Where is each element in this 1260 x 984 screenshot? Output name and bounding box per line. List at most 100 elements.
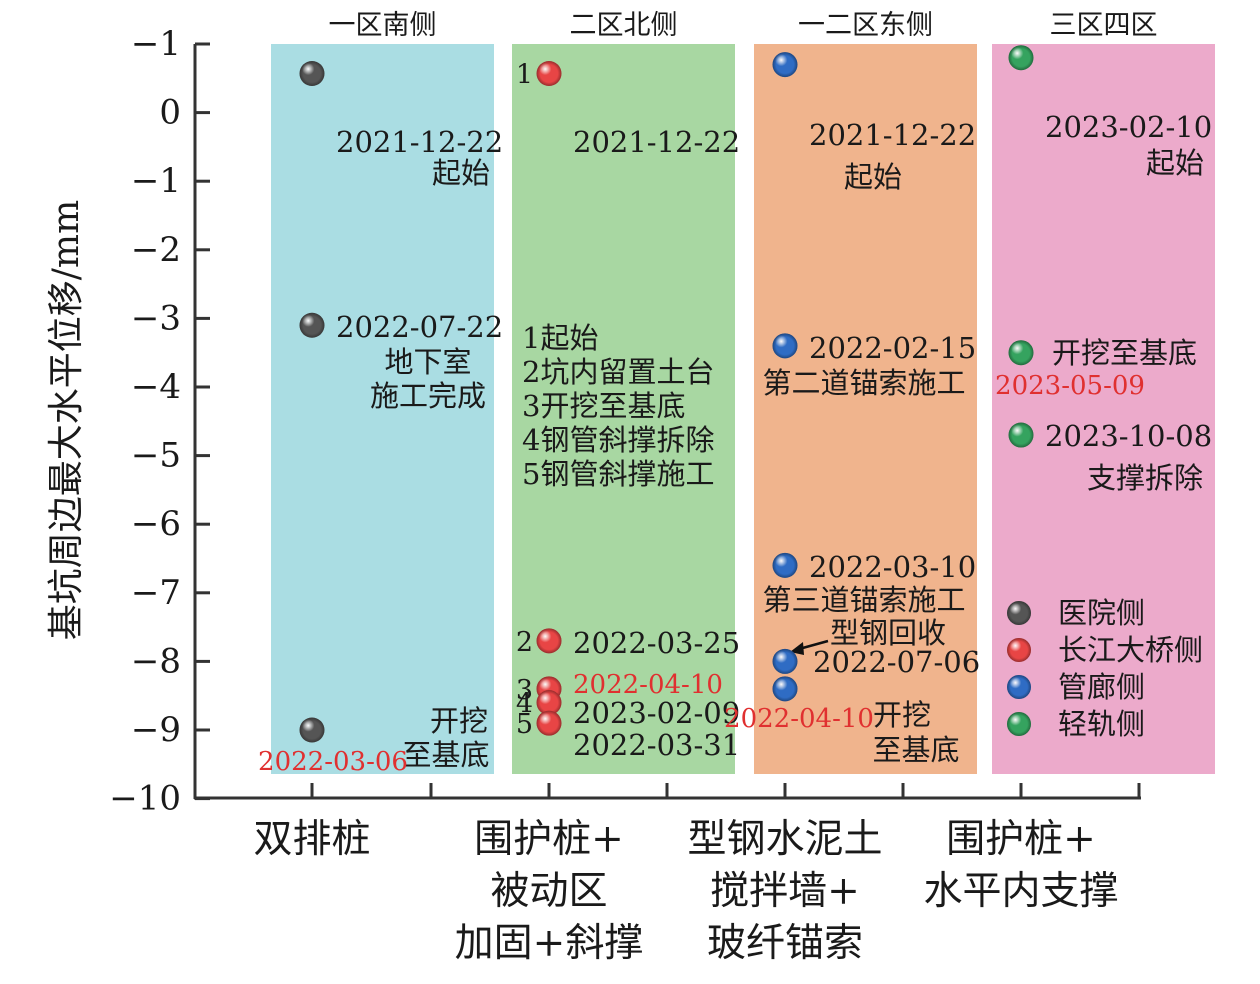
annotation: 2022-03-25 — [573, 626, 740, 660]
data-point — [1008, 45, 1034, 71]
data-point — [772, 648, 798, 674]
x-category-label: 双排桩 — [253, 817, 370, 862]
data-point-shade — [772, 552, 798, 578]
y-tick-label: 0 — [159, 93, 181, 133]
data-point — [772, 552, 798, 578]
annotation: 开挖 — [430, 704, 488, 738]
data-point-tag: 3 — [516, 675, 533, 706]
annotation: 2022-07-22 — [336, 310, 503, 344]
annotation: 起始 — [1146, 146, 1204, 180]
data-point: 1 — [516, 59, 562, 90]
data-point: 5 — [516, 709, 562, 740]
annotation: 至基底 — [872, 733, 959, 767]
zone-header: 三区四区 — [1050, 10, 1158, 41]
legend-marker-shade — [1007, 675, 1031, 699]
y-axis-title: 基坑周边最大水平位移/mm — [46, 200, 87, 640]
annotation: 5钢管斜撑施工 — [522, 457, 714, 491]
data-point-shade — [536, 690, 562, 716]
y-tick-label: −8 — [131, 641, 181, 681]
y-tick-label: −2 — [131, 230, 181, 270]
y-tick-label: −7 — [131, 573, 181, 613]
legend-item: 管廊侧 — [1007, 670, 1145, 704]
y-tick-label: −9 — [131, 710, 181, 750]
annotation: 第三道锚索施工 — [762, 583, 965, 617]
annotation-arrow-head — [790, 642, 804, 655]
data-point-tag: 1 — [516, 59, 533, 90]
annotation: 2023-10-08 — [1045, 419, 1212, 453]
annotation: 型钢回收 — [830, 616, 946, 650]
annotation: 施工完成 — [370, 379, 486, 413]
annotation: 2021-12-22 — [573, 125, 740, 159]
data-point-shade — [772, 52, 798, 78]
annotation: 3开挖至基底 — [522, 389, 685, 423]
data-point-shade — [536, 628, 562, 654]
annotation: 至基底 — [402, 738, 489, 772]
data-point: 2 — [516, 627, 562, 658]
annotation: 2022-03-10 — [809, 550, 976, 584]
y-tick-label: −1 — [131, 161, 181, 201]
legend-item: 医院侧 — [1007, 596, 1145, 630]
x-category-label: 围护桩+ — [474, 817, 624, 862]
data-point-shade — [299, 60, 325, 86]
x-category-label: 被动区 — [490, 869, 607, 914]
zone-band — [271, 44, 494, 774]
data-point-shade — [772, 676, 798, 702]
legend-item: 长江大桥侧 — [1007, 633, 1203, 667]
legend-marker-shade — [1007, 712, 1031, 736]
x-category-label: 玻纤锚索 — [707, 921, 863, 966]
annotation: 起始 — [844, 160, 902, 194]
annotation: 2坑内留置土台 — [522, 355, 714, 389]
data-point-shade — [536, 60, 562, 86]
data-point-shade — [1008, 45, 1034, 71]
data-point-shade — [772, 648, 798, 674]
legend-label: 管廊侧 — [1058, 670, 1145, 704]
data-point-tag: 4 — [516, 689, 533, 720]
data-point — [772, 52, 798, 78]
data-point-shade — [1008, 340, 1034, 366]
annotation: 起始 — [432, 156, 490, 190]
zone-header: 一区南侧 — [329, 10, 437, 41]
data-point — [772, 676, 798, 702]
legend-label: 轻轨侧 — [1058, 707, 1145, 741]
legend-marker-shade — [1007, 601, 1031, 625]
data-points: 1 2 345 — [299, 45, 1034, 743]
annotation: 2021-12-22 — [336, 125, 503, 159]
x-category-label: 水平内支撑 — [923, 869, 1118, 914]
data-point-shade — [299, 312, 325, 338]
data-point-shade — [299, 717, 325, 743]
data-point-tag: 2 — [516, 627, 533, 658]
annotation: 开挖 — [873, 698, 931, 732]
y-tick-label: −1 — [131, 24, 181, 64]
x-category-label: 加固+斜撑 — [455, 921, 644, 966]
y-tick-label: −3 — [131, 298, 181, 338]
x-category-label: 型钢水泥土 — [687, 817, 882, 862]
axes: −10−1−2−3−4−5−6−7−8−9−10基坑周边最大水平位移/mm双排桩… — [46, 24, 1141, 966]
annotation: 支撑拆除 — [1087, 461, 1203, 495]
data-point: 4 — [516, 689, 562, 720]
data-point — [299, 60, 325, 86]
y-tick-label: −10 — [109, 779, 181, 819]
legend-marker-shade — [1007, 638, 1031, 662]
annotation: 2023-02-09 — [573, 696, 740, 730]
annotation: 2022-04-10 — [573, 670, 723, 700]
annotation: 1起始 — [522, 321, 598, 355]
annotation: 开挖至基底 — [1052, 336, 1197, 370]
legend-label: 长江大桥侧 — [1058, 633, 1203, 667]
data-point-shade — [536, 710, 562, 736]
data-point-tag: 5 — [516, 709, 533, 740]
legend-item: 轻轨侧 — [1007, 707, 1145, 741]
annotation: 2022-07-06 — [813, 645, 980, 679]
legend-label: 医院侧 — [1058, 596, 1145, 630]
annotation: 4钢管斜撑拆除 — [522, 423, 714, 457]
annotation: 2022-04-10 — [724, 704, 874, 734]
data-point — [299, 717, 325, 743]
annotation-arrow — [798, 639, 829, 651]
annotation: 2022-02-15 — [809, 331, 976, 365]
x-category-label: 围护桩+ — [946, 817, 1096, 862]
annotations: 2021-12-22起始2022-07-22地下室施工完成开挖至基底2022-0… — [258, 110, 1212, 777]
annotation: 2021-12-22 — [809, 118, 976, 152]
data-point — [1008, 340, 1034, 366]
annotation: 2022-03-31 — [573, 728, 740, 762]
